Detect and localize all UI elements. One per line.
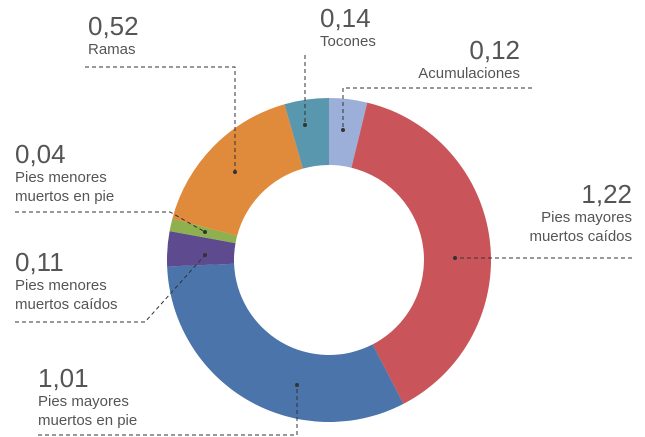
donut-slice	[172, 104, 303, 236]
value-label: 1,01	[38, 363, 89, 393]
leader-line	[15, 211, 206, 233]
leader-line	[38, 385, 298, 436]
leader-dot	[203, 230, 207, 234]
slice-label: 0,04 Pies menores muertos en pie	[15, 140, 145, 206]
donut-slice	[351, 102, 491, 404]
leader-dot	[453, 256, 457, 260]
category-label: Pies menores muertos en pie	[15, 169, 115, 205]
slice-label: 0,14 Tocones	[320, 4, 450, 51]
leader-dot	[303, 123, 307, 127]
category-label: Pies menores muertos caídos	[15, 277, 118, 313]
donut-slice	[167, 263, 404, 422]
leader-dot	[203, 253, 207, 257]
slice-label: 0,11 Pies menores muertos caídos	[15, 248, 145, 314]
value-label: 1,22	[581, 179, 632, 209]
value-label: 0,52	[88, 11, 139, 41]
category-label: Pies mayores muertos caídos	[529, 209, 632, 245]
slice-label: 0,52 Ramas	[88, 12, 218, 59]
leader-line	[85, 66, 236, 172]
donut-slice	[167, 231, 236, 267]
value-label: 0,14	[320, 3, 371, 33]
leader-dot	[295, 383, 299, 387]
leader-line	[342, 87, 532, 130]
value-label: 0,04	[15, 139, 66, 169]
donut-slice	[284, 98, 329, 169]
slice-label: 1,01 Pies mayores muertos en pie	[38, 364, 168, 430]
category-label: Tocones	[320, 33, 376, 50]
donut-slice	[329, 98, 368, 168]
leader-line	[15, 254, 206, 323]
category-label: Acumulaciones	[418, 65, 520, 82]
value-label: 0,12	[469, 35, 520, 65]
leader-dot	[341, 128, 345, 132]
category-label: Ramas	[88, 41, 136, 58]
leader-dot	[233, 170, 237, 174]
category-label: Pies mayores muertos en pie	[38, 393, 138, 429]
value-label: 0,11	[15, 247, 64, 277]
slice-label: 0,12 Acumulaciones	[390, 36, 520, 83]
slice-label: 1,22 Pies mayores muertos caídos	[502, 180, 632, 246]
